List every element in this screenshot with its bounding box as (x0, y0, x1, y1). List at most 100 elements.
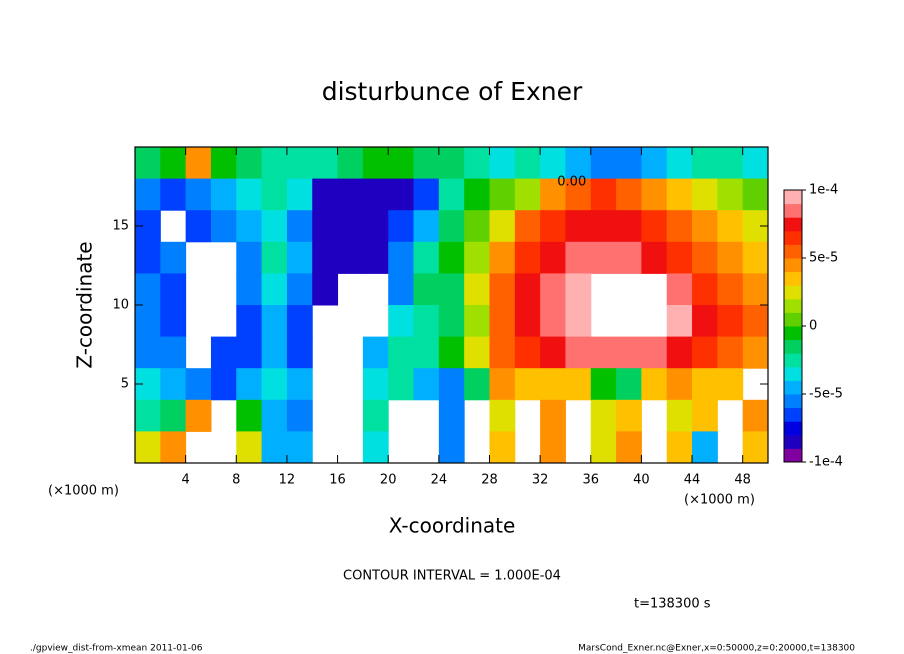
cell (540, 368, 566, 401)
cell (666, 241, 693, 274)
cell (135, 273, 161, 306)
cell (185, 399, 212, 432)
cell (464, 368, 490, 401)
cell (565, 368, 592, 401)
cell (286, 210, 313, 243)
y-axis-label: Z-coordinate (73, 241, 97, 368)
cell (540, 399, 566, 432)
cell (236, 399, 263, 432)
cell (692, 273, 718, 306)
cell (312, 273, 339, 306)
cell (261, 178, 288, 211)
cell (590, 241, 617, 274)
cell (540, 305, 566, 338)
cell (666, 210, 693, 243)
cell (261, 241, 288, 274)
cell (261, 273, 288, 306)
colorbar-swatch (784, 190, 802, 205)
colorbar-swatch (784, 380, 802, 395)
cell (438, 241, 465, 274)
cell (590, 399, 617, 432)
cell (236, 241, 263, 274)
cell (135, 147, 161, 180)
colorbar-swatch (784, 271, 802, 286)
cell (210, 368, 237, 401)
cell (464, 305, 490, 338)
colorbar-swatch (784, 312, 802, 327)
cell (362, 241, 389, 274)
cell (742, 431, 769, 464)
cell (210, 178, 237, 211)
cell (514, 305, 541, 338)
cell (742, 241, 769, 274)
cell (540, 431, 566, 464)
cell (388, 147, 415, 180)
cell (286, 431, 313, 464)
cell (210, 147, 237, 180)
cell (236, 368, 263, 401)
cell (286, 368, 313, 401)
y-tick-label: 15 (112, 219, 129, 234)
cell (616, 336, 642, 369)
cell (565, 147, 592, 180)
cell (135, 399, 161, 432)
cell (337, 241, 364, 274)
cell (286, 178, 313, 211)
cell (514, 273, 541, 306)
cell (236, 431, 263, 464)
colorbar-swatch (784, 230, 802, 245)
cell (565, 305, 592, 338)
cell (692, 336, 718, 369)
x-axis-label: X-coordinate (389, 514, 516, 538)
colorbar-swatch (784, 366, 802, 381)
cell (692, 178, 718, 211)
cell (692, 399, 718, 432)
cell (616, 147, 642, 180)
cell (489, 305, 516, 338)
overlay: 0.004 8 12 16 20 24 28 32 36 40 44 48510151e-45e-50… (112, 146, 843, 488)
cell (337, 210, 364, 243)
cell (286, 336, 313, 369)
colorbar-swatch (784, 353, 802, 368)
cell (413, 273, 440, 306)
contour-label: 0.00 (557, 174, 586, 189)
cell (666, 147, 693, 180)
x-unit: (×1000 m) (684, 493, 755, 508)
cell (616, 241, 642, 274)
y-tick-label: 5 (121, 377, 129, 392)
colorbar-swatch (784, 339, 802, 354)
cell (236, 210, 263, 243)
cell (489, 210, 516, 243)
cell (160, 147, 187, 180)
cell (160, 273, 187, 306)
cell (362, 399, 389, 432)
cell (160, 178, 187, 211)
cell (590, 336, 617, 369)
cell (616, 431, 642, 464)
cell (388, 178, 415, 211)
cell (717, 368, 744, 401)
colorbar-swatch (784, 285, 802, 300)
cell (540, 241, 566, 274)
cell (590, 178, 617, 211)
cell (261, 368, 288, 401)
colorbar-swatch (784, 326, 802, 341)
cell (616, 178, 642, 211)
footer: ./gpview_dist-from-xmean 2011-01-06 (30, 644, 203, 654)
cell (590, 368, 617, 401)
cell (261, 431, 288, 464)
cell (210, 210, 237, 243)
colorbar-tick-label: 5e-5 (809, 251, 838, 266)
cell (641, 147, 668, 180)
cell (236, 336, 263, 369)
cell (641, 210, 668, 243)
cell (464, 336, 490, 369)
colorbar-swatch (784, 434, 802, 449)
cell (540, 273, 566, 306)
x-tick-label: 4 (181, 473, 189, 488)
cell (135, 336, 161, 369)
cell (438, 399, 465, 432)
cell (489, 431, 516, 464)
x-tick-label: 28 (481, 473, 498, 488)
